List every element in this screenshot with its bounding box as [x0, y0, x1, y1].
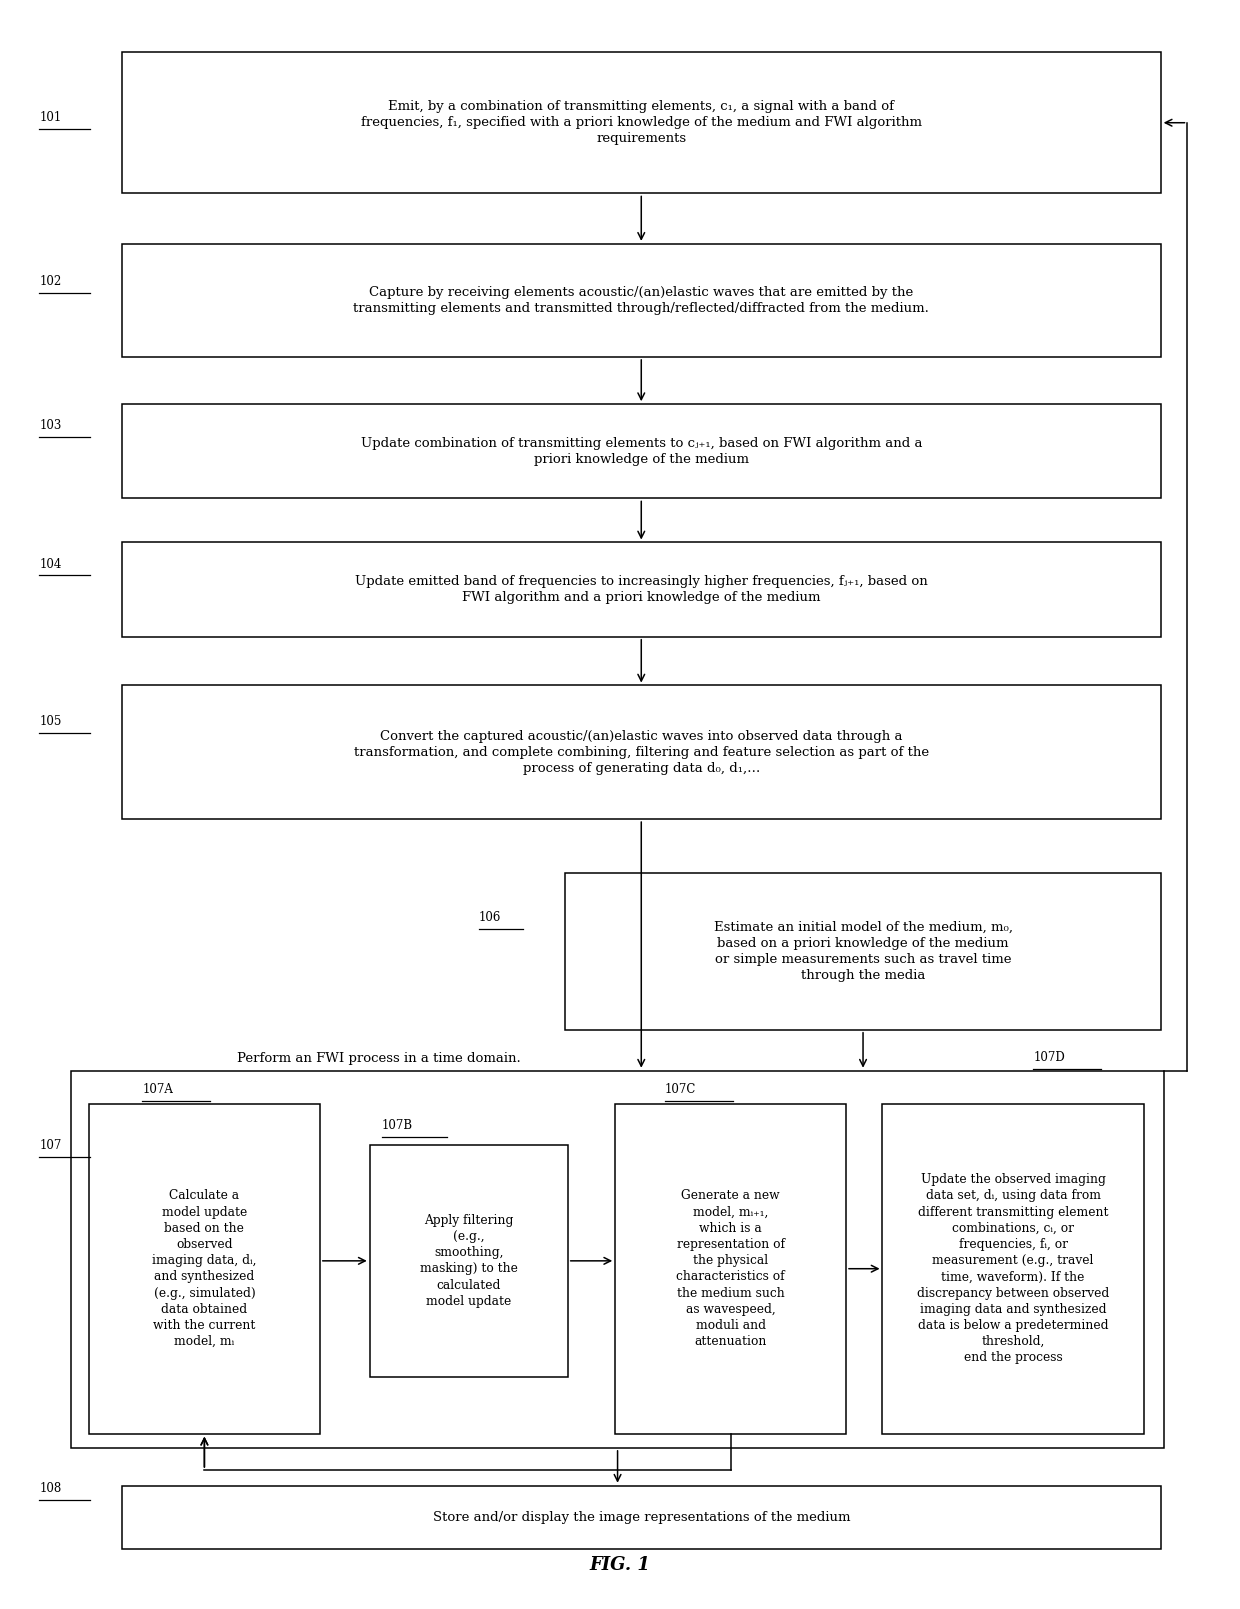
Text: Update the observed imaging
data set, dᵢ, using data from
different transmitting: Update the observed imaging data set, dᵢ…	[918, 1173, 1110, 1364]
Text: FIG. 1: FIG. 1	[589, 1556, 651, 1574]
Text: Update combination of transmitting elements to cⱼ₊₁, based on FWI algorithm and : Update combination of transmitting eleme…	[361, 436, 923, 467]
Bar	[122, 542, 1161, 637]
Text: 103: 103	[40, 420, 62, 433]
Text: Convert the captured acoustic/(an)elastic waves into observed data through a
tra: Convert the captured acoustic/(an)elasti…	[353, 729, 929, 776]
Text: 107B: 107B	[382, 1118, 413, 1133]
Text: 107: 107	[40, 1139, 62, 1152]
Text: Store and/or display the image representations of the medium: Store and/or display the image represent…	[433, 1511, 849, 1524]
Bar	[883, 1104, 1143, 1434]
Bar	[122, 1485, 1161, 1548]
Text: 102: 102	[40, 275, 62, 288]
Text: Estimate an initial model of the medium, m₀,
based on a priori knowledge of the : Estimate an initial model of the medium,…	[713, 920, 1013, 981]
Text: Calculate a
model update
based on the
observed
imaging data, dᵢ,
and synthesized: Calculate a model update based on the ob…	[153, 1189, 257, 1348]
Text: Perform an FWI process in a time domain.: Perform an FWI process in a time domain.	[237, 1052, 521, 1065]
Text: 108: 108	[40, 1482, 62, 1495]
Text: 105: 105	[40, 714, 62, 727]
Text: 101: 101	[40, 111, 62, 124]
Bar	[122, 685, 1161, 819]
Text: 107C: 107C	[665, 1083, 697, 1096]
Text: Emit, by a combination of transmitting elements, c₁, a signal with a band of
fre: Emit, by a combination of transmitting e…	[361, 100, 921, 145]
Bar	[565, 872, 1161, 1030]
Bar	[370, 1144, 568, 1377]
Bar	[615, 1104, 846, 1434]
Bar	[71, 1070, 1164, 1448]
Text: 106: 106	[479, 911, 501, 925]
Text: Capture by receiving elements acoustic/(an)elastic waves that are emitted by the: Capture by receiving elements acoustic/(…	[353, 286, 929, 315]
Bar	[89, 1104, 320, 1434]
Text: Apply filtering
(e.g.,
smoothing,
masking) to the
calculated
model update: Apply filtering (e.g., smoothing, maskin…	[420, 1213, 517, 1308]
Text: Update emitted band of frequencies to increasingly higher frequencies, fⱼ₊₁, bas: Update emitted band of frequencies to in…	[355, 574, 928, 605]
Bar	[122, 404, 1161, 499]
Text: 107A: 107A	[143, 1083, 174, 1096]
Bar	[122, 245, 1161, 357]
Bar	[122, 51, 1161, 193]
Text: 104: 104	[40, 558, 62, 571]
Text: 107D: 107D	[1033, 1051, 1065, 1064]
Text: Generate a new
model, mᵢ₊₁,
which is a
representation of
the physical
characteri: Generate a new model, mᵢ₊₁, which is a r…	[676, 1189, 785, 1348]
